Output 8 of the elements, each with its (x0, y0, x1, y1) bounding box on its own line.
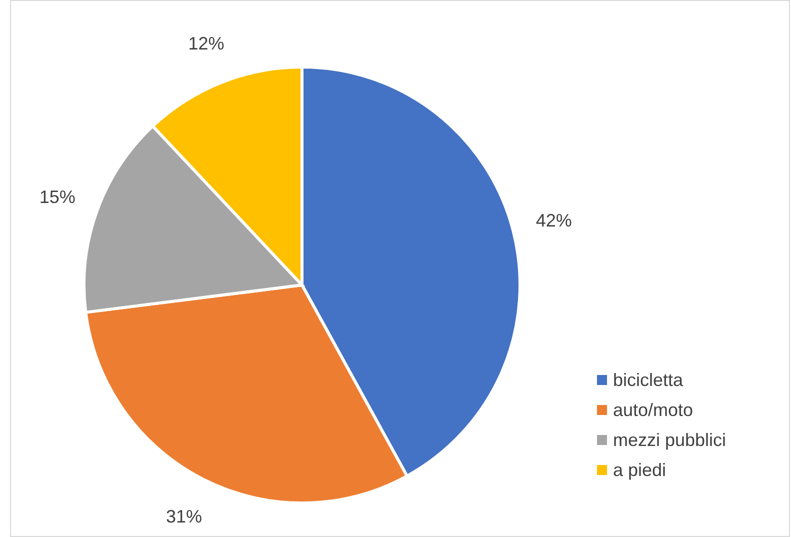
legend-label: auto/moto (613, 400, 694, 420)
legend-label: a piedi (613, 460, 666, 480)
data-label: 12% (188, 33, 224, 54)
data-label: 15% (39, 186, 76, 207)
legend-label: bicicletta (613, 370, 684, 390)
data-label: 42% (536, 210, 572, 230)
data-label: 31% (166, 506, 202, 527)
legend-label: mezzi pubblici (613, 430, 726, 450)
